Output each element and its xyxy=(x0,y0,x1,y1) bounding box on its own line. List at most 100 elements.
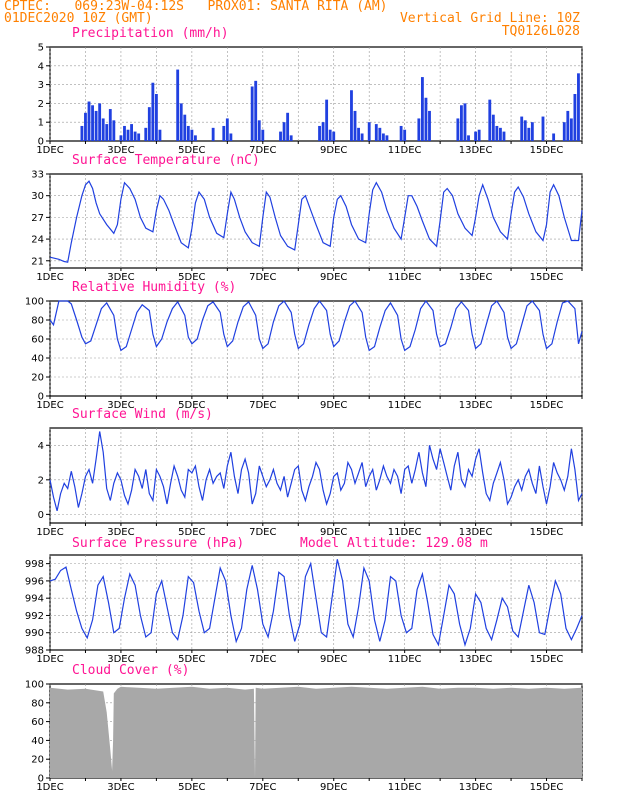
y-tick-label: 0 xyxy=(38,774,44,785)
y-tick-label: 20 xyxy=(31,373,44,384)
x-tick-label: 5DEC xyxy=(178,400,205,411)
precip-bar xyxy=(257,120,261,141)
panel-title: Relative Humidity (%) xyxy=(72,280,236,295)
precip-bar xyxy=(94,110,98,141)
x-tick-label: 7DEC xyxy=(249,782,276,793)
precip-bar xyxy=(261,129,265,141)
precip-bar xyxy=(211,127,215,141)
x-tick-label: 11DEC xyxy=(388,400,422,411)
precip-bar xyxy=(566,110,570,141)
x-tick-label: 15DEC xyxy=(530,654,564,665)
y-tick-label: 40 xyxy=(31,736,44,747)
precip-bar xyxy=(147,107,151,141)
precip-bar xyxy=(488,99,492,141)
precip-bar xyxy=(282,122,286,141)
y-tick-label: 988 xyxy=(25,646,44,657)
y-tick-label: 60 xyxy=(31,717,44,728)
x-tick-label: 7DEC xyxy=(249,272,276,283)
y-tick-label: 60 xyxy=(31,335,44,346)
header-station-line: CPTEC: 069:23W-04:12S PROX01: SANTA RITA… xyxy=(4,0,388,14)
y-tick-label: 40 xyxy=(31,354,44,365)
panel-frame xyxy=(49,554,583,651)
panel-title: Surface Wind (m/s) xyxy=(72,407,213,422)
y-tick-label: 0 xyxy=(38,510,44,521)
y-tick-label: 27 xyxy=(31,213,44,224)
x-tick-label: 13DEC xyxy=(459,782,493,793)
y-tick-label: 20 xyxy=(31,755,44,766)
precip-bar xyxy=(477,129,481,141)
precip-bar xyxy=(367,122,371,141)
x-tick-label: 1DEC xyxy=(36,400,63,411)
x-tick-label: 3DEC xyxy=(107,145,134,156)
precip-bar xyxy=(289,135,293,141)
panel-title: Precipitation (mm/h) xyxy=(72,26,229,41)
x-tick-label: 7DEC xyxy=(249,527,276,538)
precip-bar xyxy=(318,125,321,141)
x-tick-label: 9DEC xyxy=(320,400,347,411)
y-tick-label: 5 xyxy=(38,43,44,54)
precip-bar xyxy=(467,135,470,141)
precip-bar xyxy=(254,80,258,141)
y-tick-label: 80 xyxy=(31,698,44,709)
precip-bar xyxy=(360,133,364,141)
precip-bar xyxy=(119,135,123,141)
precip-bar xyxy=(225,118,229,141)
x-tick-label: 3DEC xyxy=(107,654,134,665)
precip-bar xyxy=(502,131,506,141)
x-tick-label: 11DEC xyxy=(388,654,422,665)
x-tick-label: 5DEC xyxy=(178,782,205,793)
x-tick-label: 11DEC xyxy=(388,527,422,538)
precip-bar xyxy=(357,127,360,141)
precip-bar xyxy=(193,135,197,141)
precip-bar xyxy=(420,77,424,141)
panel-title: Surface Temperature (nC) xyxy=(72,153,260,168)
precip-bar xyxy=(520,116,524,141)
y-tick-label: 1 xyxy=(38,118,44,129)
precip-bar xyxy=(562,122,566,141)
y-tick-label: 100 xyxy=(25,297,44,308)
precip-bar xyxy=(499,127,502,141)
precip-bar xyxy=(222,125,226,141)
panel-frame xyxy=(49,427,583,524)
y-tick-label: 3 xyxy=(38,80,44,91)
precip-bar xyxy=(186,125,190,141)
y-tick-label: 80 xyxy=(31,316,44,327)
precip-bar xyxy=(353,110,357,141)
precip-bar xyxy=(144,127,148,141)
precip-bar xyxy=(101,118,105,141)
series-line xyxy=(49,431,583,512)
precip-bar xyxy=(374,124,378,141)
precip-bar xyxy=(428,110,431,141)
y-tick-label: 4 xyxy=(38,441,44,452)
precip-bar xyxy=(229,133,233,141)
precip-bar xyxy=(123,125,126,141)
precip-bar xyxy=(491,114,495,141)
x-tick-label: 5DEC xyxy=(178,272,205,283)
precip-bar xyxy=(98,103,102,141)
x-tick-label: 15DEC xyxy=(530,400,564,411)
x-tick-label: 3DEC xyxy=(107,400,134,411)
x-tick-label: 7DEC xyxy=(249,400,276,411)
x-tick-label: 9DEC xyxy=(320,272,347,283)
x-tick-label: 11DEC xyxy=(388,145,422,156)
x-tick-label: 15DEC xyxy=(530,272,564,283)
precip-bar xyxy=(133,131,137,141)
x-tick-label: 13DEC xyxy=(459,527,493,538)
y-tick-label: 30 xyxy=(31,191,44,202)
precip-bar xyxy=(381,133,385,141)
precip-bar xyxy=(523,120,527,141)
precip-bar xyxy=(105,124,109,141)
precip-bar xyxy=(328,129,332,141)
y-tick-label: 2 xyxy=(38,99,44,110)
panel-frame xyxy=(49,173,583,269)
y-tick-label: 998 xyxy=(25,559,44,570)
precip-bar xyxy=(108,109,112,141)
y-tick-label: 33 xyxy=(31,170,44,181)
precip-bar xyxy=(527,127,531,141)
precip-bar xyxy=(151,82,155,141)
precip-bar xyxy=(183,114,187,141)
x-tick-label: 3DEC xyxy=(107,527,134,538)
precip-bar xyxy=(332,131,336,141)
x-tick-label: 13DEC xyxy=(459,272,493,283)
x-tick-label: 3DEC xyxy=(107,782,134,793)
